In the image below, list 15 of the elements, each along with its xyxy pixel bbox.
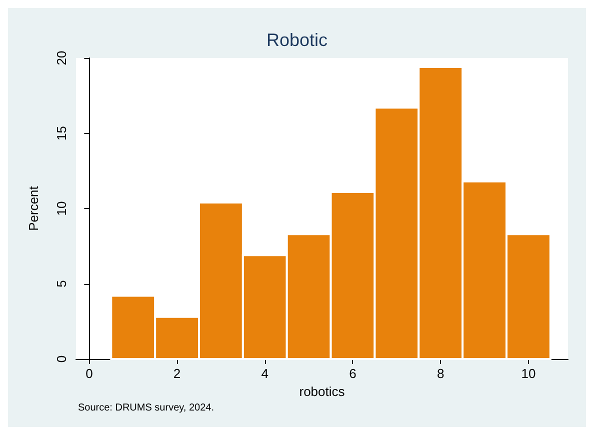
x-tick-label: 6 xyxy=(349,366,356,381)
x-tick-label: 2 xyxy=(173,366,181,381)
y-tick-label: 0 xyxy=(54,355,69,363)
x-tick-label: 10 xyxy=(521,366,536,381)
y-tick-label: 20 xyxy=(54,50,69,66)
y-tick-label: 10 xyxy=(54,201,69,216)
x-tick-label: 4 xyxy=(261,366,269,381)
chart-title: Robotic xyxy=(266,30,328,50)
y-axis-title: Percent xyxy=(26,186,41,231)
y-tick-label: 15 xyxy=(54,126,69,140)
x-tick-label: 8 xyxy=(436,366,444,381)
y-tick-label: 5 xyxy=(54,280,69,288)
x-tick-label: 0 xyxy=(86,366,93,381)
source-note: Source: DRUMS survey, 2024. xyxy=(78,402,214,414)
x-axis-title: robotics xyxy=(299,384,346,399)
